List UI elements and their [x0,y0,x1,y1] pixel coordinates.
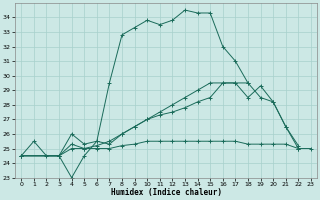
X-axis label: Humidex (Indice chaleur): Humidex (Indice chaleur) [111,188,221,197]
